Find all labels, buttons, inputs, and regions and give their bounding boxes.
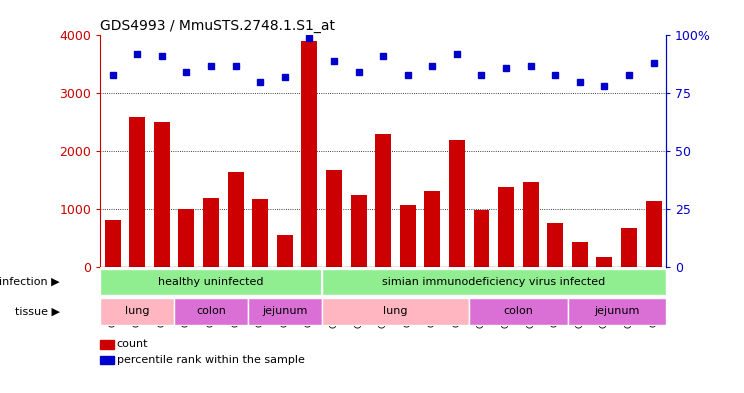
Bar (154, 122, 170, 267)
Bar (498, 187, 514, 267)
Bar (179, 209, 194, 267)
Bar (375, 134, 391, 267)
Bar (228, 172, 243, 267)
Bar (646, 200, 661, 267)
Text: infection ▶: infection ▶ (0, 277, 60, 287)
Text: healthy uninfected: healthy uninfected (158, 277, 264, 287)
Bar (277, 235, 293, 267)
Bar (473, 210, 490, 267)
Bar (568, 298, 666, 325)
Text: jejunum: jejunum (594, 307, 639, 316)
Text: simian immunodeficiency virus infected: simian immunodeficiency virus infected (382, 277, 606, 287)
Text: colon: colon (504, 307, 533, 316)
Text: colon: colon (196, 307, 226, 316)
Text: percentile rank within the sample: percentile rank within the sample (117, 355, 305, 365)
Bar (523, 182, 539, 267)
Bar (301, 41, 318, 267)
Bar (100, 269, 321, 295)
Text: count: count (117, 339, 148, 349)
Bar (252, 199, 269, 267)
Text: GDS4993 / MmuSTS.2748.1.S1_at: GDS4993 / MmuSTS.2748.1.S1_at (100, 19, 336, 33)
Bar (469, 298, 568, 325)
Text: lung: lung (125, 307, 150, 316)
Bar (350, 195, 367, 267)
Bar (326, 170, 342, 267)
Bar (548, 223, 563, 267)
Bar (572, 242, 588, 267)
Bar (321, 269, 666, 295)
Bar (174, 298, 248, 325)
Bar (321, 298, 469, 325)
Bar (203, 198, 219, 267)
Bar (129, 116, 145, 267)
Text: tissue ▶: tissue ▶ (15, 307, 60, 316)
Bar (400, 205, 416, 267)
Text: lung: lung (383, 307, 408, 316)
Text: jejunum: jejunum (262, 307, 307, 316)
Bar (100, 298, 174, 325)
Bar (449, 140, 465, 267)
Bar (424, 191, 440, 267)
Bar (248, 298, 321, 325)
Bar (597, 257, 612, 267)
Bar (105, 220, 121, 267)
Bar (621, 228, 637, 267)
